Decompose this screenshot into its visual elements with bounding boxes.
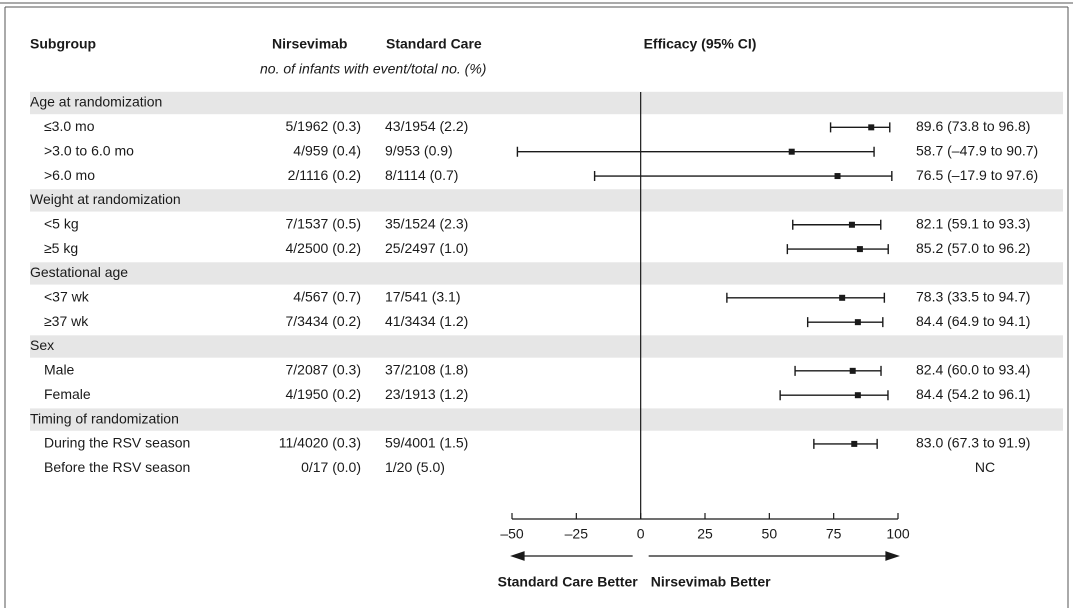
control-count: 17/541 (3.1) [385, 289, 461, 305]
ci-line [794, 365, 882, 376]
row-label: >3.0 to 6.0 mo [44, 142, 134, 158]
efficacy-label: 89.6 (73.8 to 96.8) [916, 118, 1030, 134]
efficacy-label: 76.5 (–17.9 to 97.6) [916, 167, 1038, 183]
subheader: no. of infants with event/total no. (%) [260, 61, 486, 77]
control-count: 35/1524 (2.3) [385, 215, 468, 231]
treatment-count: 2/1116 (0.2) [288, 167, 361, 183]
point-estimate [851, 440, 858, 447]
direction-label: Nirsevimab Better [651, 574, 771, 590]
group-shade [30, 91, 1063, 115]
treatment-count: 4/2500 (0.2) [286, 240, 362, 256]
point-estimate [856, 246, 863, 253]
arrow-left [510, 551, 633, 561]
treatment-count: 7/3434 (0.2) [286, 313, 362, 329]
group-shade [30, 335, 1063, 358]
row-label: Male [44, 362, 75, 378]
efficacy-label: 84.4 (54.2 to 96.1) [916, 386, 1030, 402]
row-label: During the RSV season [44, 435, 190, 451]
control-count: 23/1913 (1.2) [385, 386, 468, 402]
ci-line [779, 390, 889, 401]
ci-line [516, 146, 875, 157]
treatment-count: 4/959 (0.4) [293, 142, 361, 158]
x-tick-label: 50 [762, 526, 778, 542]
efficacy-label: 78.3 (33.5 to 94.7) [916, 289, 1030, 305]
efficacy-label: 58.7 (–47.9 to 90.7) [916, 142, 1038, 158]
point-estimate [788, 148, 795, 155]
header-efficacy: Efficacy (95% CI) [644, 36, 757, 52]
x-tick-label: 0 [637, 526, 645, 542]
group-label: Timing of randomization [30, 410, 179, 426]
ci-line [786, 244, 889, 255]
x-tick-label: 25 [697, 526, 713, 542]
treatment-count: 11/4020 (0.3) [279, 435, 361, 451]
efficacy-label: 82.1 (59.1 to 93.3) [916, 215, 1030, 231]
group-label: Age at randomization [30, 94, 162, 110]
control-count: 1/20 (5.0) [385, 459, 445, 475]
x-tick-label: –50 [500, 526, 524, 542]
row-label: ≤3.0 mo [44, 118, 95, 134]
control-count: 37/2108 (1.8) [385, 362, 468, 378]
efficacy-label: 83.0 (67.3 to 91.9) [916, 435, 1030, 451]
treatment-count: 5/1962 (0.3) [286, 118, 362, 134]
control-count: 8/1114 (0.7) [385, 167, 458, 183]
group-shade [30, 189, 1063, 212]
x-tick-label: –25 [565, 526, 589, 542]
header-control: Standard Care [386, 36, 482, 52]
point-estimate [848, 221, 855, 228]
efficacy-label: NC [975, 459, 995, 475]
control-count: 59/4001 (1.5) [385, 435, 468, 451]
group-shade [30, 408, 1063, 431]
point-estimate [834, 173, 841, 180]
control-count: 43/1954 (2.2) [385, 118, 468, 134]
header-treatment: Nirsevimab [272, 36, 347, 52]
point-estimate [854, 319, 861, 326]
row-label: >6.0 mo [44, 167, 95, 183]
point-estimate [868, 124, 875, 131]
row-label: ≥5 kg [44, 240, 78, 256]
group-label: Sex [30, 337, 54, 353]
treatment-count: 0/17 (0.0) [301, 459, 361, 475]
x-tick-label: 100 [886, 526, 910, 542]
point-estimate [839, 294, 846, 301]
point-estimate [849, 367, 856, 374]
treatment-count: 7/2087 (0.3) [286, 362, 362, 378]
ci-line [593, 171, 893, 182]
treatment-count: 7/1537 (0.5) [286, 215, 362, 231]
control-count: 25/2497 (1.0) [385, 240, 468, 256]
row-label: <37 wk [44, 289, 90, 305]
ci-line [806, 317, 884, 328]
efficacy-label: 85.2 (57.0 to 96.2) [916, 240, 1030, 256]
arrow-right [648, 551, 900, 561]
ci-line [792, 219, 882, 230]
control-count: 41/3434 (1.2) [385, 313, 468, 329]
point-estimate [854, 392, 861, 399]
x-tick-label: 75 [826, 526, 842, 542]
group-label: Weight at randomization [30, 191, 181, 207]
ci-line [829, 122, 891, 133]
efficacy-label: 84.4 (64.9 to 94.1) [916, 313, 1030, 329]
treatment-count: 4/1950 (0.2) [286, 386, 362, 402]
efficacy-label: 82.4 (60.0 to 93.4) [916, 362, 1030, 378]
row-label: ≥37 wk [44, 313, 89, 329]
header-subgroup: Subgroup [30, 36, 96, 52]
ci-line [813, 438, 878, 449]
ci-line [726, 292, 886, 303]
row-label: Female [44, 386, 91, 402]
group-shade [30, 262, 1063, 285]
control-count: 9/953 (0.9) [385, 142, 453, 158]
row-label: <5 kg [44, 215, 79, 231]
treatment-count: 4/567 (0.7) [293, 289, 361, 305]
group-label: Gestational age [30, 264, 128, 280]
direction-label: Standard Care Better [498, 574, 639, 590]
row-label: Before the RSV season [44, 459, 190, 475]
